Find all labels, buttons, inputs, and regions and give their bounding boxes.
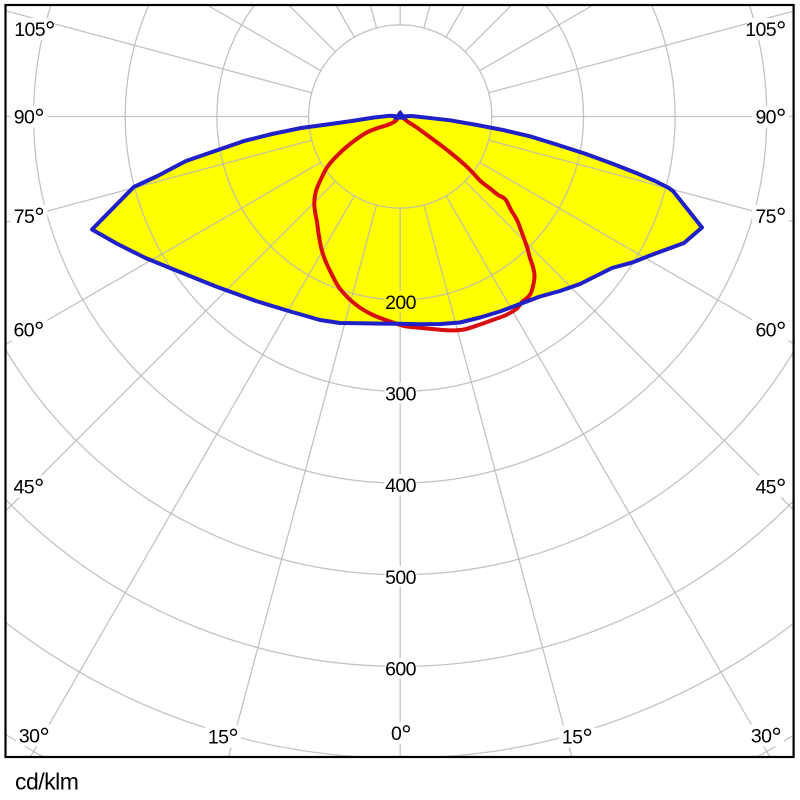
svg-text:45°: 45°: [755, 473, 785, 503]
svg-text:105°: 105°: [745, 15, 786, 45]
svg-text:0°: 0°: [391, 719, 411, 749]
svg-text:45°: 45°: [14, 473, 44, 503]
svg-text:600: 600: [385, 658, 416, 680]
svg-text:75°: 75°: [755, 202, 785, 232]
svg-text:200: 200: [385, 292, 416, 314]
svg-text:60°: 60°: [14, 316, 44, 346]
svg-text:75°: 75°: [14, 202, 44, 232]
svg-text:30°: 30°: [751, 722, 781, 752]
svg-text:cd/klm: cd/klm: [15, 769, 78, 795]
svg-text:90°: 90°: [755, 103, 785, 133]
svg-text:60°: 60°: [755, 316, 785, 346]
svg-text:90°: 90°: [14, 103, 44, 133]
svg-text:400: 400: [385, 475, 416, 497]
svg-text:500: 500: [385, 567, 416, 589]
svg-text:30°: 30°: [19, 722, 49, 752]
svg-text:15°: 15°: [562, 723, 592, 753]
svg-text:105°: 105°: [14, 15, 55, 45]
svg-text:300: 300: [385, 383, 416, 405]
svg-text:15°: 15°: [208, 723, 238, 753]
